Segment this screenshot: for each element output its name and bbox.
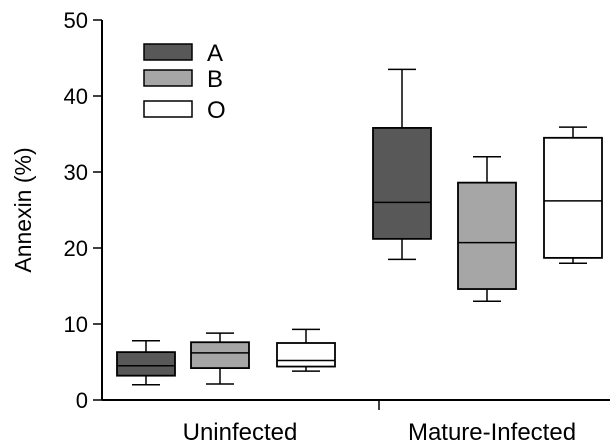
box-a-mature-infected [372,68,432,261]
legend-swatch-b [143,69,193,87]
legend-label-b: B [207,66,223,93]
legend-label-o: O [207,97,226,124]
box-b-mature-infected [457,156,517,302]
interquartile-box [543,136,603,259]
y-tick-label: 30 [64,160,88,185]
y-tick-label: 40 [64,84,88,109]
interquartile-box [190,341,250,369]
interquartile-box [372,127,432,240]
legend-swatch-o [143,100,193,118]
x-category-label: Mature-Infected [408,419,576,446]
box-o-mature-infected [543,126,603,264]
legend-swatch-a [143,43,193,61]
legend: ABO [143,40,226,124]
y-tick-label: 50 [64,8,88,33]
y-tick-label: 20 [64,236,88,261]
y-tick-label: 10 [64,312,88,337]
plot-area: 0 10 20 30 40 50 Uninfected Mature-Infected An… [10,8,610,446]
box-o-uninfected [276,328,336,372]
interquartile-box [116,351,176,377]
interquartile-box [457,181,517,290]
box-series [116,68,603,386]
legend-label-a: A [207,40,223,67]
box-b-uninfected [190,332,250,385]
y-axis-ticks: 0 10 20 30 40 50 [64,8,102,413]
x-category-label: Uninfected [183,419,298,446]
y-tick-label: 0 [76,388,88,413]
x-axis-labels: Uninfected Mature-Infected [183,419,576,446]
interquartile-box [276,342,336,368]
box-a-uninfected [116,339,176,386]
y-axis-title: Annexin (%) [10,147,36,272]
